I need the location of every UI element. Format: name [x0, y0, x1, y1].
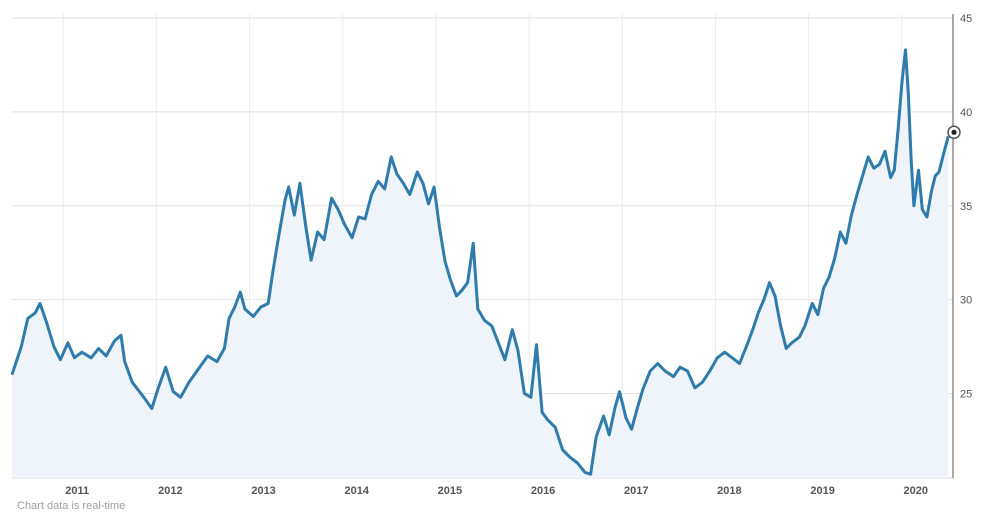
price-chart[interactable]: 25 30 35 40 45 2011 2012 2013 2014 2015 2016 2017 2…: [0, 0, 993, 497]
x-tick-label: 2018: [717, 485, 741, 495]
series-area: [12, 49, 949, 479]
last-value-marker-dot: [951, 129, 957, 135]
y-tick-label: 25: [960, 389, 972, 401]
x-tick-label: 2016: [531, 485, 555, 495]
y-tick-label: 45: [960, 13, 972, 25]
y-axis-ticks: 25 30 35 40 45: [960, 13, 972, 401]
x-tick-label: 2019: [810, 485, 834, 495]
x-axis-ticks: 2011 2012 2013 2014 2015 2016 2017 2018 2019 2020: [65, 485, 928, 497]
y-tick-label: 35: [960, 201, 972, 213]
last-value-marker[interactable]: [947, 125, 961, 140]
y-tick-label: 30: [960, 295, 972, 307]
x-tick-label: 2013: [251, 485, 275, 495]
series-line: [10, 48, 950, 476]
x-tick-label: 2011: [65, 485, 89, 495]
x-tick-label: 2015: [438, 485, 462, 495]
y-tick-label: 40: [960, 107, 972, 119]
x-tick-label: 2012: [158, 485, 182, 495]
x-tick-label: 2017: [624, 485, 648, 495]
x-tick-label: 2014: [345, 485, 370, 495]
x-tick-label: 2020: [904, 485, 928, 495]
chart-footnote: Chart data is real-time: [17, 500, 126, 512]
